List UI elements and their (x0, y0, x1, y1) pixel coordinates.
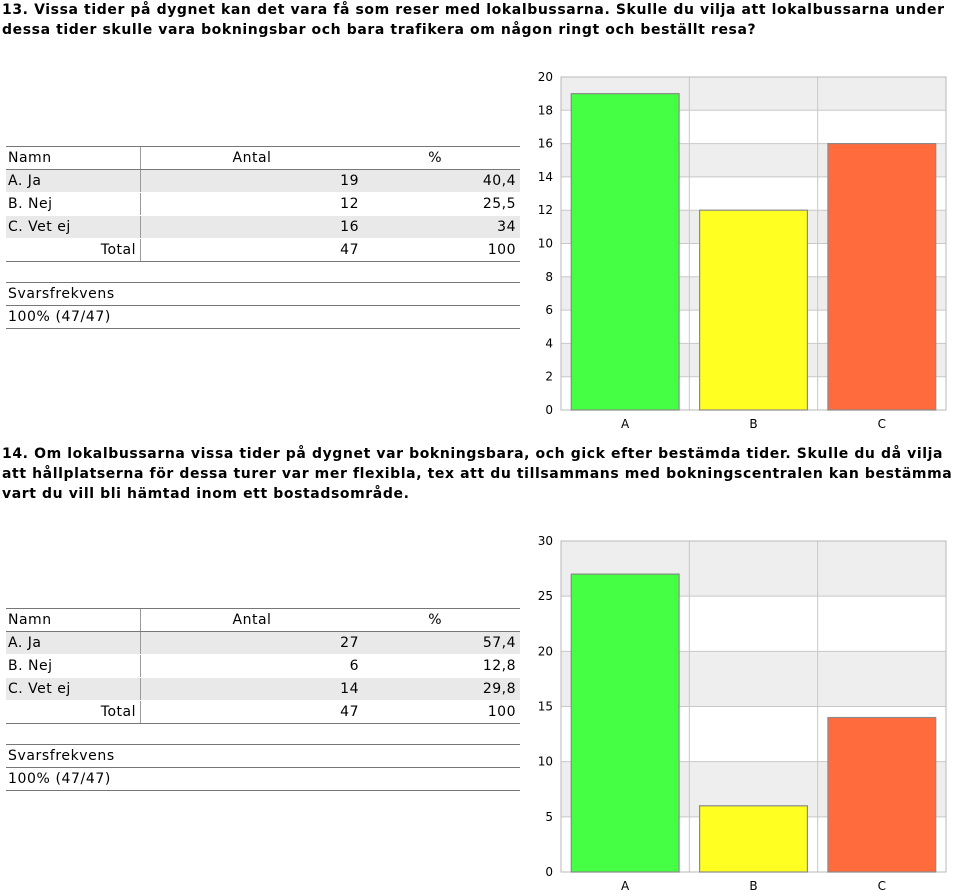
y-tick-label: 2 (545, 370, 553, 384)
row-count: 12 (140, 192, 363, 216)
y-tick-label: 18 (538, 103, 553, 117)
y-tick-label: 6 (545, 303, 553, 317)
col-header-count: Antal (140, 146, 363, 170)
col-header-pct: % (363, 146, 520, 170)
total-pct: 100 (363, 700, 520, 724)
y-tick-label: 10 (538, 755, 553, 769)
q13-bar-chart: 0 2 4 6 8 10 12 14 16 18 20 A B C (538, 70, 947, 431)
col-header-name: Namn (6, 146, 141, 170)
y-tick-label: 15 (538, 700, 553, 714)
y-tick-label: 10 (538, 237, 553, 251)
response-rate-label: Svarsfrekvens (6, 745, 520, 768)
y-tick-label: 16 (538, 137, 553, 151)
x-tick-label: C (878, 879, 886, 890)
table-row: A. Ja 19 40,4 (6, 169, 520, 193)
x-tick-label: A (621, 417, 630, 431)
row-pct: 34 (363, 215, 520, 239)
table-row: C. Vet ej 14 29,8 (6, 677, 520, 701)
row-pct: 29,8 (363, 677, 520, 701)
row-pct: 12,8 (363, 654, 520, 678)
bar (827, 716, 937, 873)
x-tick-label: A (621, 879, 630, 890)
x-tick-label: B (749, 879, 757, 890)
y-tick-label: 5 (545, 810, 553, 824)
row-name: C. Vet ej (6, 677, 141, 701)
response-rate-value: 100% (47/47) (8, 771, 111, 787)
total-label: Total (6, 700, 141, 724)
total-label: Total (6, 238, 141, 262)
total-pct: 100 (363, 238, 520, 262)
col-header-pct: % (363, 608, 520, 632)
bar (570, 573, 680, 873)
bar (570, 93, 680, 411)
row-pct: 40,4 (363, 169, 520, 193)
table-total-row: Total 47 100 (6, 238, 520, 262)
row-count: 14 (140, 677, 363, 701)
y-tick-label: 30 (538, 534, 553, 548)
y-tick-label: 8 (545, 270, 553, 284)
q14-bar-chart: 0 5 10 15 20 25 30 A B C (538, 534, 947, 890)
total-count: 47 (140, 238, 363, 262)
y-tick-label: 12 (538, 203, 553, 217)
table-row: A. Ja 27 57,4 (6, 631, 520, 655)
y-tick-label: 20 (538, 70, 553, 84)
row-count: 16 (140, 215, 363, 239)
response-rate-value: 100% (47/47) (8, 309, 111, 325)
total-count: 47 (140, 700, 363, 724)
y-tick-label: 14 (538, 170, 553, 184)
table-total-row: Total 47 100 (6, 700, 520, 724)
table-header-row: Namn Antal % (6, 146, 520, 170)
row-pct: 57,4 (363, 631, 520, 655)
question-13-title: 13. Vissa tider på dygnet kan det vara f… (2, 2, 945, 38)
row-name: A. Ja (6, 631, 141, 655)
bar (827, 142, 937, 411)
table-row: B. Nej 12 25,5 (6, 192, 520, 216)
row-name: A. Ja (6, 169, 141, 193)
q14-results-table: Namn Antal % A. Ja 27 57,4 B. Nej 6 12,8… (6, 608, 520, 724)
y-tick-label: 25 (538, 589, 553, 603)
x-tick-label: B (749, 417, 757, 431)
row-name: C. Vet ej (6, 215, 141, 239)
q14-response-rate: Svarsfrekvens 100% (47/47) (6, 744, 520, 791)
row-name: B. Nej (6, 654, 141, 678)
response-rate-label: Svarsfrekvens (6, 283, 520, 306)
y-tick-label: 0 (545, 403, 553, 417)
col-header-count: Antal (140, 608, 363, 632)
row-count: 27 (140, 631, 363, 655)
table-row: C. Vet ej 16 34 (6, 215, 520, 239)
bar (699, 805, 809, 873)
y-tick-label: 20 (538, 644, 553, 658)
table-row: B. Nej 6 12,8 (6, 654, 520, 678)
question-14-title: 14. Om lokalbussarna vissa tider på dygn… (2, 446, 953, 502)
y-tick-label: 0 (545, 865, 553, 879)
row-pct: 25,5 (363, 192, 520, 216)
q13-response-rate: Svarsfrekvens 100% (47/47) (6, 282, 520, 329)
col-header-name: Namn (6, 608, 141, 632)
row-count: 19 (140, 169, 363, 193)
q13-results-table: Namn Antal % A. Ja 19 40,4 B. Nej 12 25,… (6, 146, 520, 262)
row-name: B. Nej (6, 192, 141, 216)
table-header-row: Namn Antal % (6, 608, 520, 632)
x-tick-label: C (878, 417, 886, 431)
bar (699, 209, 809, 411)
row-count: 6 (140, 654, 363, 678)
y-tick-label: 4 (545, 336, 553, 350)
